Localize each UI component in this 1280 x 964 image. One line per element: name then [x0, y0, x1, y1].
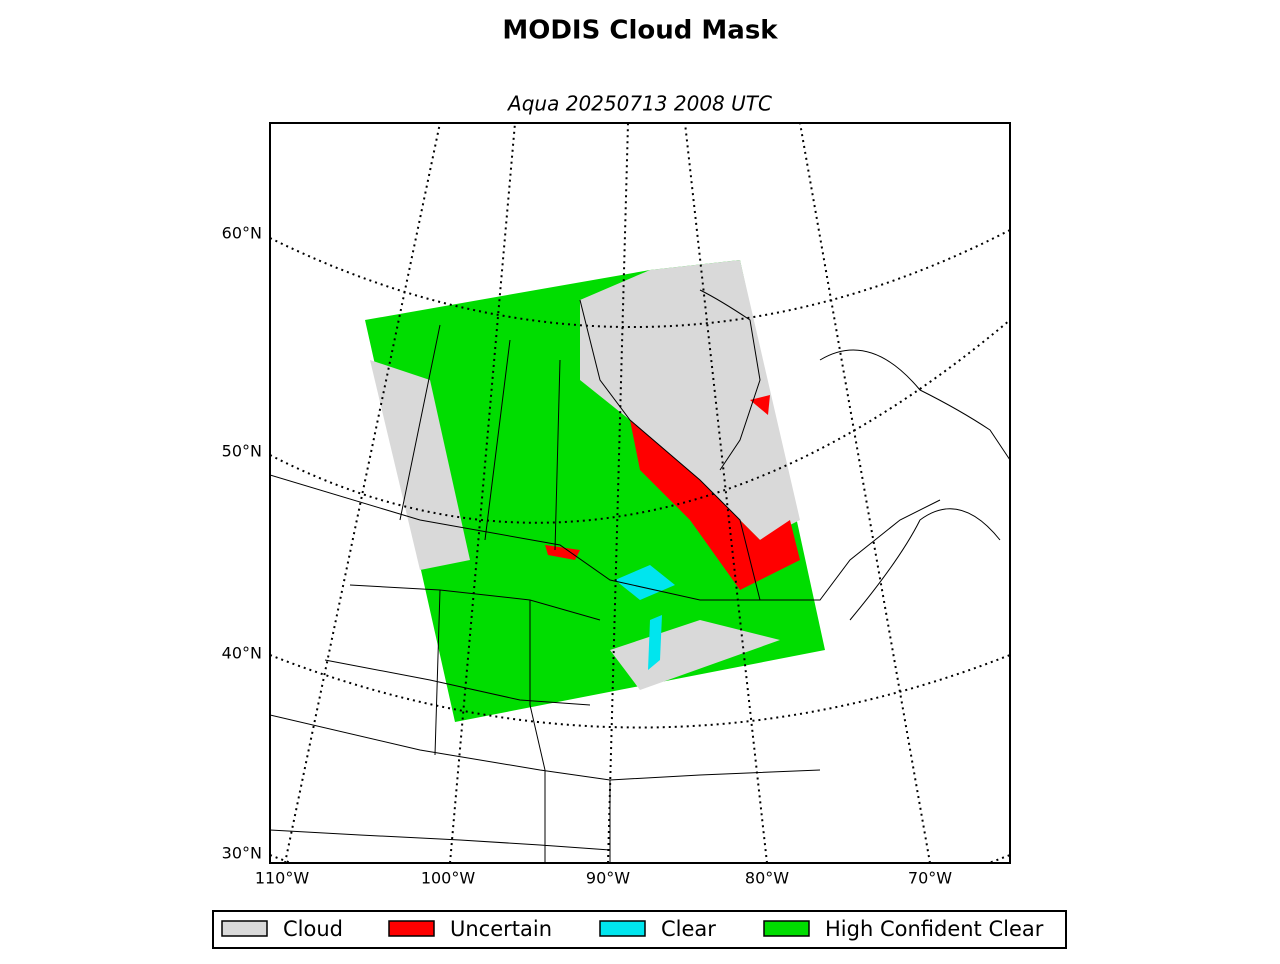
lon-label: 110°W [255, 869, 310, 888]
map-frame [269, 122, 1011, 864]
legend-swatch [221, 920, 268, 937]
parallel [270, 229, 1010, 329]
coastline [699, 289, 1010, 621]
legend-swatch [763, 920, 810, 937]
lat-label: 30°N [222, 844, 262, 863]
legend-swatch [599, 920, 646, 937]
title: MODIS Cloud Mask [502, 16, 778, 46]
cloud-region [580, 260, 800, 540]
meridian [449, 123, 516, 863]
uncertain-region [630, 420, 800, 590]
subtitle: Aqua 20250713 2008 UTC [506, 92, 772, 116]
border [399, 299, 761, 601]
parallel [270, 654, 1010, 729]
legend-label: Uncertain [450, 917, 552, 941]
legend-label: Clear [661, 917, 716, 941]
uncertain-region [750, 395, 770, 415]
cloud-region [370, 360, 470, 570]
uncertain-region [545, 545, 580, 560]
axis-labels: 60°N 50°N 40°N 30°N 110°W 100°W 90°W 80°W 70°W [222, 224, 953, 888]
lon-label: 80°W [745, 869, 789, 888]
border [270, 584, 821, 863]
legend-items: Cloud Uncertain Clear High Confident Clear [221, 917, 1044, 941]
clear-region [648, 615, 662, 670]
parallel [270, 319, 1010, 524]
lon-label: 70°W [908, 869, 952, 888]
lat-label: 60°N [222, 224, 262, 243]
border [270, 474, 941, 601]
map-area [270, 123, 1010, 863]
lon-label: 90°W [586, 869, 630, 888]
legend-label: Cloud [283, 917, 343, 941]
lat-label: 40°N [222, 644, 262, 663]
lat-label: 50°N [222, 442, 262, 461]
legend-swatch [388, 920, 435, 937]
lon-label: 100°W [421, 869, 476, 888]
meridian [284, 123, 441, 863]
meridian [684, 123, 768, 863]
legend-label: High Confident Clear [825, 917, 1044, 941]
